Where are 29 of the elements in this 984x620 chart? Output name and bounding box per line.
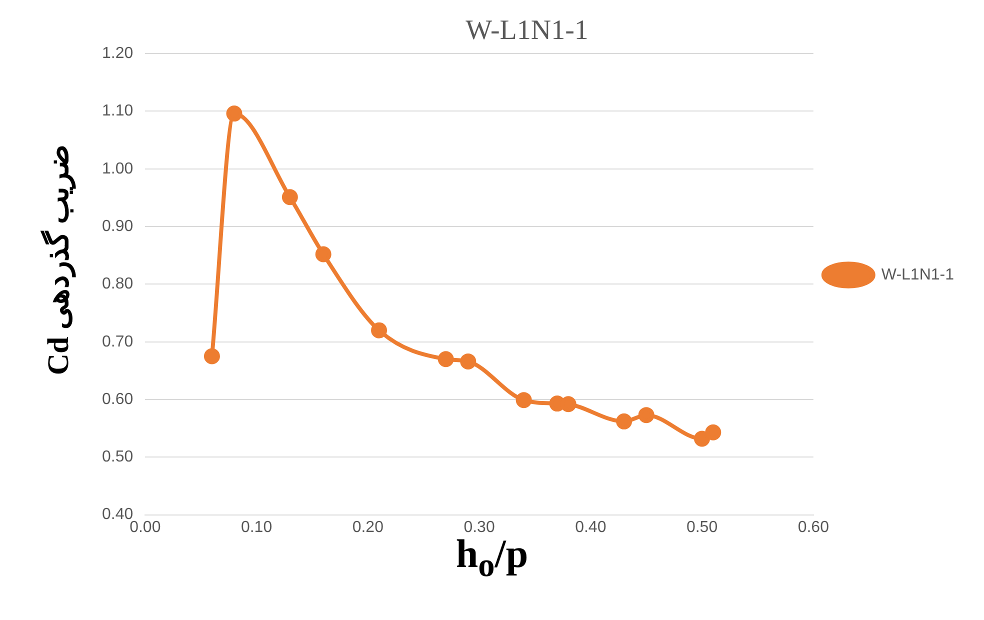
x-tick-label: 0.10 — [240, 518, 272, 536]
point — [460, 353, 476, 370]
y-tick-label: 0.80 — [102, 276, 134, 293]
chart-title: W-L1N1-1 — [466, 15, 588, 46]
y-tick-label: 0.90 — [102, 218, 134, 235]
y-tick-label: 1.00 — [102, 160, 134, 178]
y-tick-label: 0.50 — [102, 448, 134, 466]
x-tick-label: 0.60 — [798, 518, 830, 536]
point — [694, 430, 710, 447]
point — [705, 424, 722, 440]
point — [204, 348, 220, 364]
y-tick-label: 1.10 — [102, 102, 134, 120]
point — [438, 351, 454, 368]
point — [638, 407, 654, 424]
point — [226, 106, 242, 122]
y-axis-title: Cd ضریب گذردهی — [40, 144, 76, 376]
y-tick-label: 0.60 — [102, 390, 134, 408]
x-tick-label: 0.20 — [352, 518, 384, 536]
legend-label: W-L1N1-1 — [881, 266, 954, 284]
x-tick-label: 0.50 — [686, 518, 718, 536]
y-tick-label: 1.20 — [102, 45, 134, 62]
point — [282, 189, 298, 206]
y-tick-label: 0.70 — [102, 333, 134, 350]
point — [516, 392, 532, 408]
x-tick-label: 0.40 — [575, 518, 606, 536]
point — [315, 246, 332, 262]
point — [616, 413, 632, 430]
point — [371, 322, 388, 338]
x-tick-label: 0.00 — [130, 518, 161, 536]
